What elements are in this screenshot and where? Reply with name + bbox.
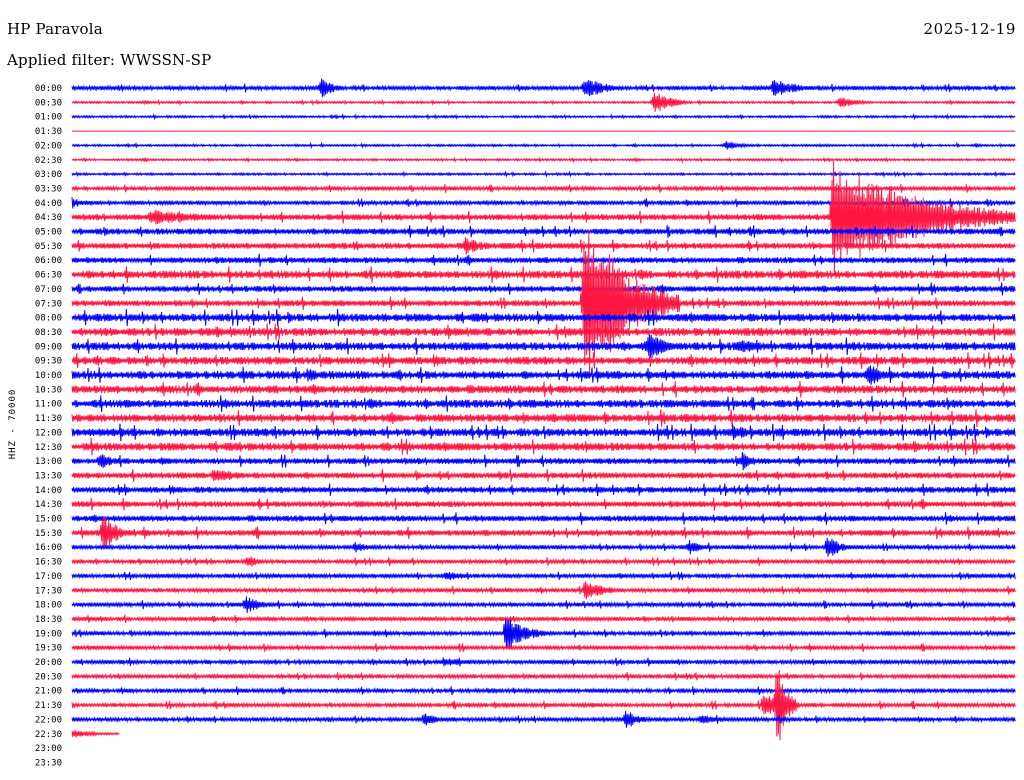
trace-0300 xyxy=(71,170,1016,179)
tick-label: 23:30 xyxy=(35,758,62,768)
tick-label: 08:30 xyxy=(35,328,62,338)
trace-0900 xyxy=(71,334,1016,358)
tick-label: 19:00 xyxy=(35,629,62,639)
tick-label: 12:30 xyxy=(35,443,62,453)
trace-1200 xyxy=(71,423,1016,442)
trace-0200 xyxy=(71,141,1016,150)
trace-0630 xyxy=(71,266,1016,283)
tick-label: 07:00 xyxy=(35,285,62,295)
tick-label: 23:00 xyxy=(35,744,62,754)
trace-0000 xyxy=(71,78,1016,98)
plot-date: 2025-12-19 xyxy=(923,20,1016,38)
trace-2230 xyxy=(71,729,120,738)
tick-label: 13:30 xyxy=(35,471,62,481)
tick-label: 21:30 xyxy=(35,701,62,711)
tick-label: 04:30 xyxy=(35,213,62,223)
trace-0830 xyxy=(71,323,1016,341)
tick-label: 11:00 xyxy=(35,400,62,410)
tick-label: 09:30 xyxy=(35,357,62,367)
trace-0030 xyxy=(71,92,1016,112)
trace-1100 xyxy=(71,395,1016,413)
trace-0600 xyxy=(71,253,1016,267)
trace-0530 xyxy=(71,237,1016,255)
tick-label: 00:00 xyxy=(35,84,62,94)
tick-label: 16:30 xyxy=(35,558,62,568)
trace-1930 xyxy=(71,643,1016,652)
trace-1030 xyxy=(71,381,1016,398)
tick-label: 15:30 xyxy=(35,529,62,539)
tick-label: 05:30 xyxy=(35,242,62,252)
tick-label: 05:00 xyxy=(35,228,62,238)
trace-0330 xyxy=(71,184,1016,193)
tick-label: 19:30 xyxy=(35,644,62,654)
trace-1600 xyxy=(71,537,1016,557)
trace-1130 xyxy=(71,409,1016,427)
tick-label: 03:30 xyxy=(35,184,62,194)
trace-1000 xyxy=(71,365,1016,385)
tick-label: 21:00 xyxy=(35,687,62,697)
tick-label: 13:00 xyxy=(35,457,62,467)
trace-1230 xyxy=(71,438,1016,456)
tick-label: 09:00 xyxy=(35,342,62,352)
tick-label: 11:30 xyxy=(35,414,62,424)
trace-0930 xyxy=(71,352,1016,369)
tick-label: 04:00 xyxy=(35,199,62,209)
tick-label: 01:00 xyxy=(35,113,62,123)
tick-label: 22:30 xyxy=(35,730,62,740)
tick-label: 12:00 xyxy=(35,428,62,438)
tick-label: 16:00 xyxy=(35,543,62,553)
tick-label: 08:00 xyxy=(35,314,62,324)
trace-2100 xyxy=(71,686,1016,696)
tick-label: 10:30 xyxy=(35,385,62,395)
trace-1700 xyxy=(71,571,1016,581)
trace-1800 xyxy=(71,596,1016,613)
trace-2030 xyxy=(71,672,1016,681)
tick-labels: 00:00 00:30 01:00 01:30 02:00 02:30 03:00 03:30… xyxy=(35,84,62,768)
trace-1530 xyxy=(71,516,1016,550)
filter-label: Applied filter: WWSSN-SP xyxy=(7,51,212,69)
tick-label: 02:30 xyxy=(35,156,62,166)
tick-label: 06:30 xyxy=(35,271,62,281)
tick-label: 18:30 xyxy=(35,615,62,625)
trace-0230 xyxy=(71,156,1016,164)
trace-1900 xyxy=(71,618,1016,649)
tick-label: 02:00 xyxy=(35,141,62,151)
trace-2200 xyxy=(71,710,1016,728)
tick-label: 17:30 xyxy=(35,586,62,596)
tick-label: 22:00 xyxy=(35,715,62,725)
tick-label: 01:30 xyxy=(35,127,62,137)
tick-label: 20:00 xyxy=(35,658,62,668)
tick-label: 03:00 xyxy=(35,170,62,180)
traces xyxy=(71,78,1016,741)
trace-2130 xyxy=(71,669,1016,741)
trace-1400 xyxy=(71,483,1016,497)
trace-1830 xyxy=(71,614,1016,624)
trace-0700 xyxy=(71,282,1016,296)
tick-label: 07:30 xyxy=(35,299,62,309)
station-name: HP Paravola xyxy=(7,20,103,38)
trace-1730 xyxy=(71,581,1016,600)
trace-0430 xyxy=(71,160,1016,274)
trace-1300 xyxy=(71,451,1016,471)
trace-1430 xyxy=(71,497,1016,511)
tick-label: 17:00 xyxy=(35,572,62,582)
trace-1630 xyxy=(71,556,1016,567)
tick-label: 06:00 xyxy=(35,256,62,266)
tick-label: 10:00 xyxy=(35,371,62,381)
tick-label: 18:00 xyxy=(35,601,62,611)
trace-0730 xyxy=(71,229,1016,377)
tick-label: 14:00 xyxy=(35,486,62,496)
tick-label: 14:30 xyxy=(35,500,62,510)
trace-0100 xyxy=(71,113,1016,121)
trace-1330 xyxy=(71,468,1016,483)
tick-label: 00:30 xyxy=(35,98,62,108)
trace-0500 xyxy=(71,225,1016,238)
trace-1500 xyxy=(71,512,1016,525)
tick-label: 20:30 xyxy=(35,672,62,682)
trace-0800 xyxy=(71,308,1016,327)
trace-2000 xyxy=(71,657,1016,667)
tick-label: 15:00 xyxy=(35,515,62,525)
